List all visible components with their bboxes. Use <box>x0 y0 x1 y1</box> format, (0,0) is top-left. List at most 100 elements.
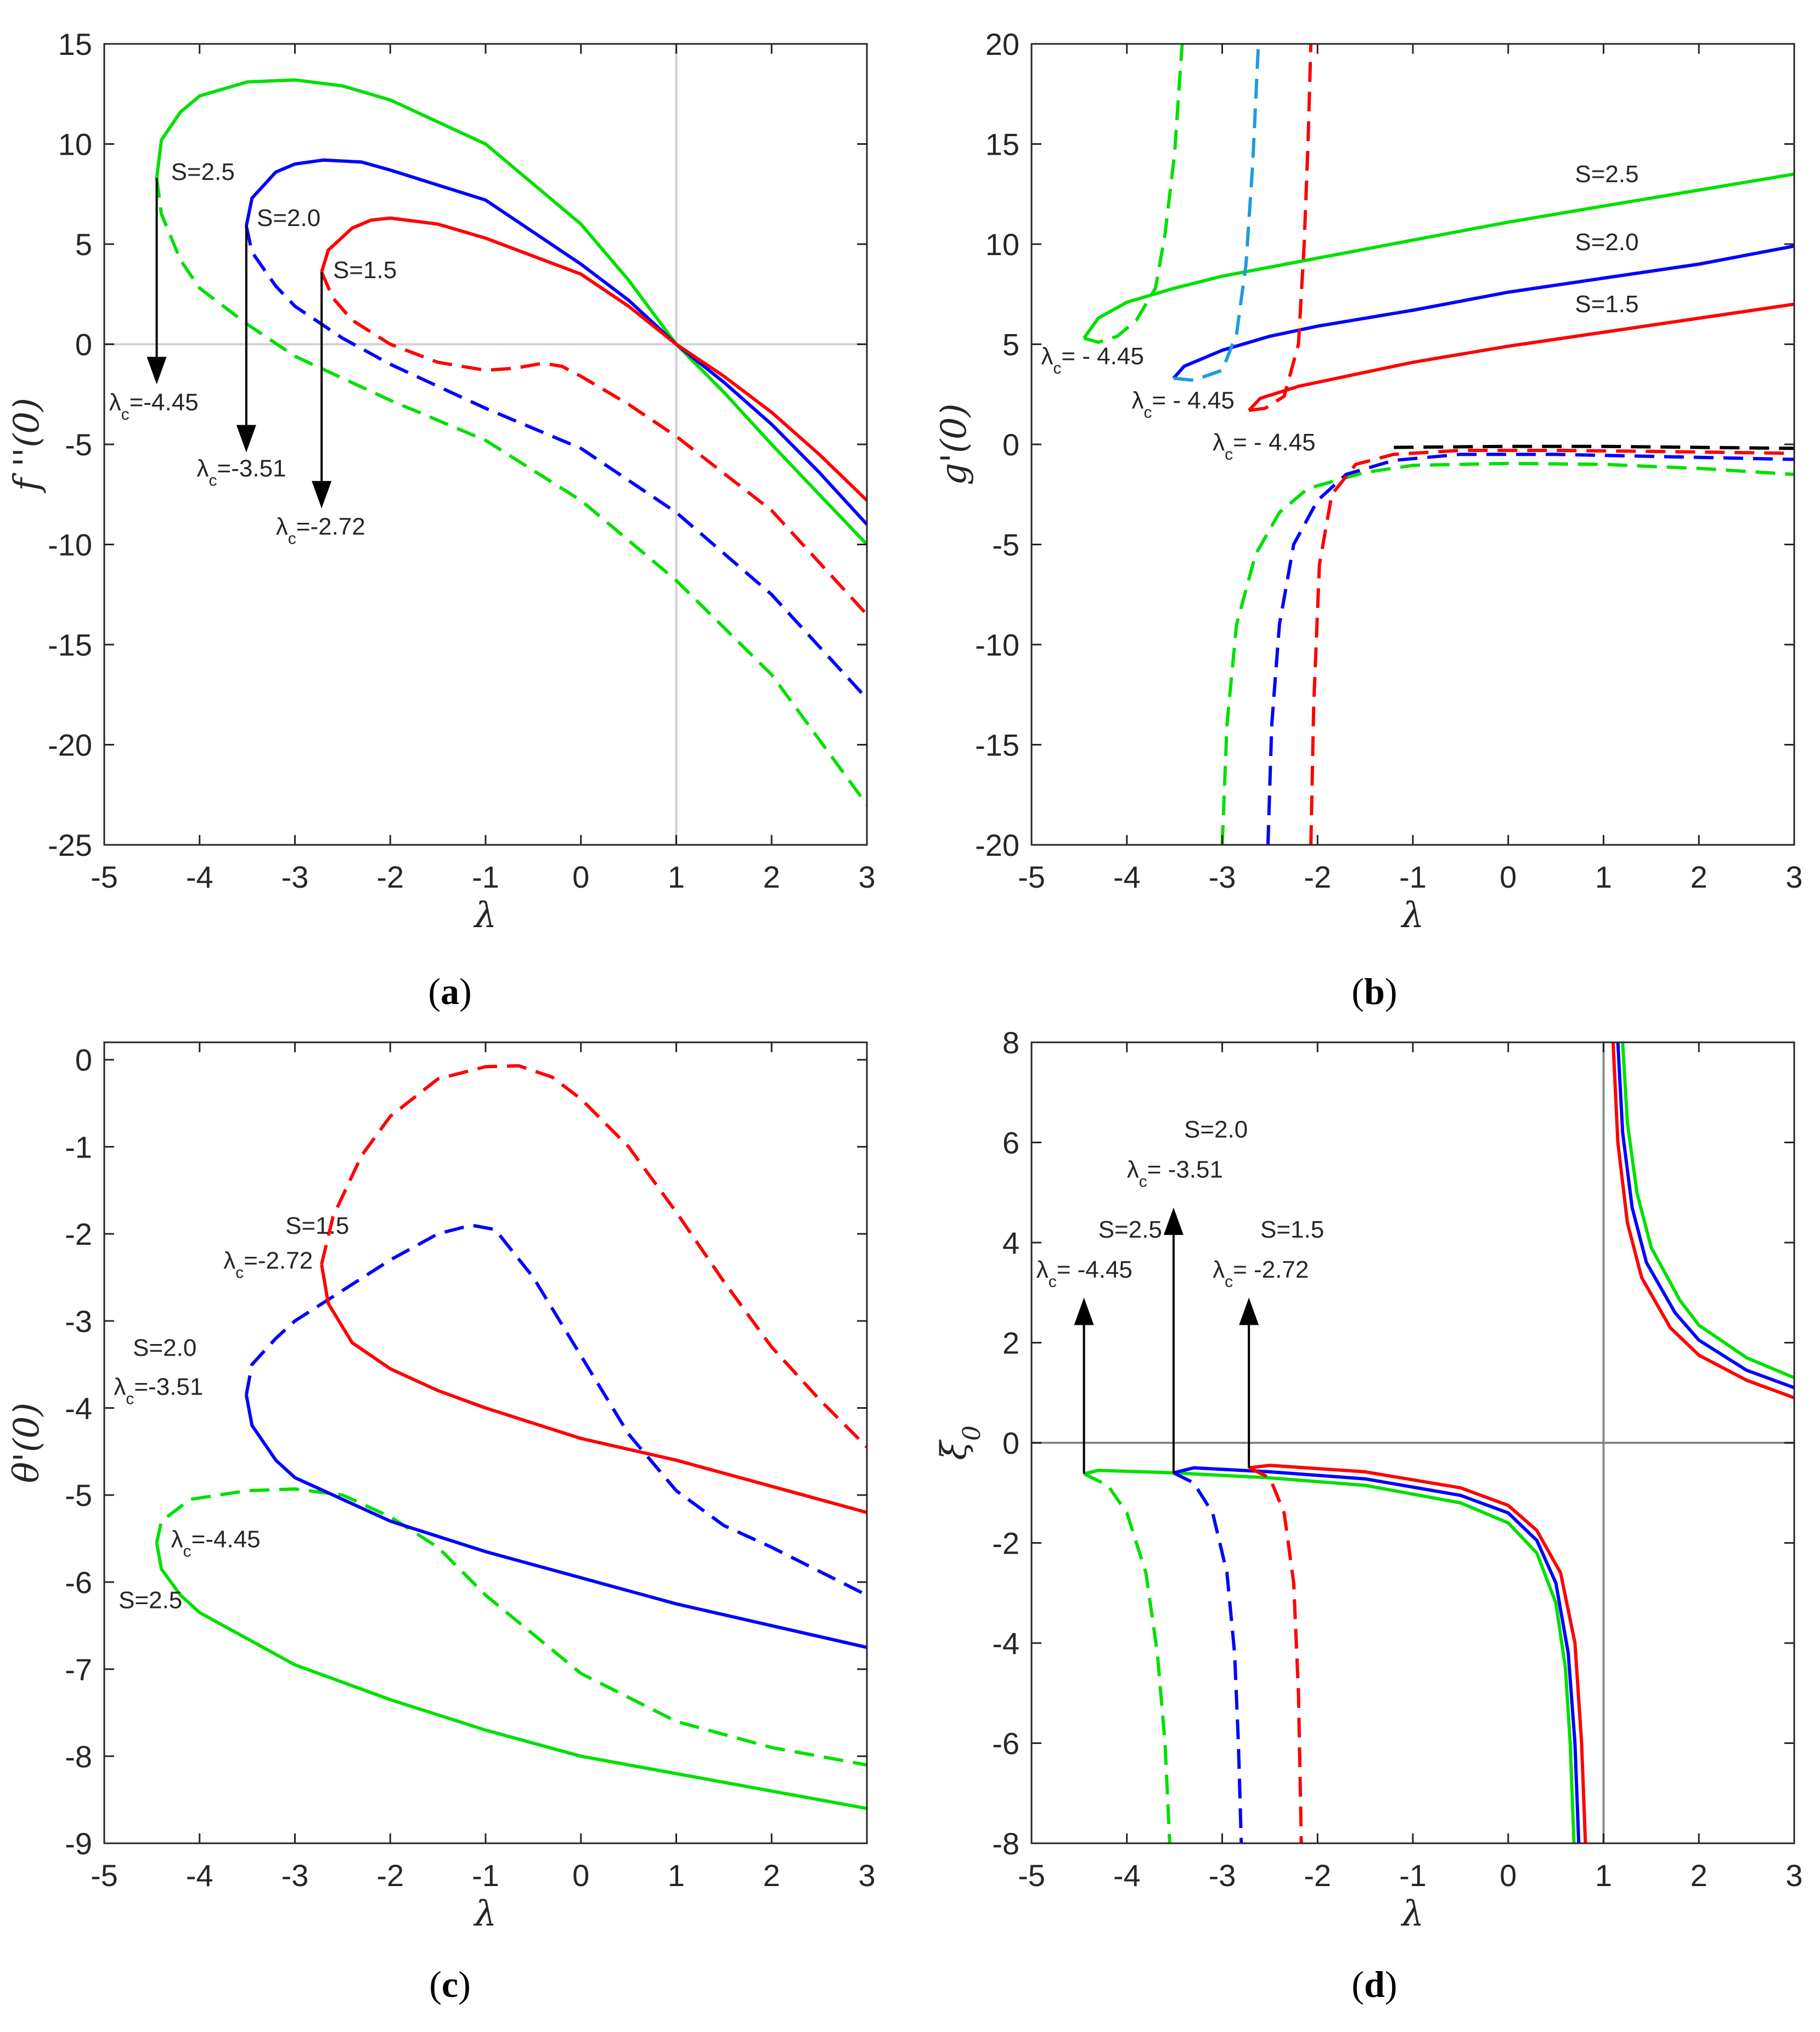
y-tick-label: 0 <box>75 1043 92 1077</box>
x-tick-label: -5 <box>1018 860 1045 894</box>
x-tick-label: 2 <box>1691 860 1708 894</box>
y-tick-label: -3 <box>65 1304 92 1339</box>
annotation-label: λc=-4.45 <box>109 389 199 424</box>
y-tick-label: 0 <box>75 328 92 362</box>
series-line-8 <box>1309 449 1794 845</box>
x-tick-label: 1 <box>668 860 685 894</box>
series-line-1 <box>155 178 867 806</box>
x-tick-label: 2 <box>1691 1858 1708 1893</box>
x-tick-label: -3 <box>281 1858 309 1893</box>
x-tick-label: -5 <box>91 1858 118 1893</box>
x-axis-label: λ <box>473 1894 497 1934</box>
y-tick-label: -4 <box>65 1391 92 1426</box>
x-tick-label: -1 <box>1399 1858 1427 1893</box>
series-line-5 <box>320 271 867 616</box>
x-tick-label: -2 <box>376 1858 404 1893</box>
y-axis-label: ξ0 <box>934 1425 986 1460</box>
y-tick-label: -6 <box>65 1565 92 1600</box>
x-axis-label: λ <box>1400 895 1424 936</box>
series-line-1 <box>1083 44 1184 344</box>
y-tick-label: -8 <box>992 1826 1019 1861</box>
y-axis-label: g'(0) <box>934 403 974 485</box>
series-line-0 <box>1083 1469 1576 1843</box>
panel-caption: (a) <box>428 970 471 1012</box>
series-line-6 <box>1611 1042 1794 1399</box>
y-tick-label: 6 <box>1002 1126 1019 1160</box>
plot-frame <box>1030 43 1795 846</box>
y-tick-label: 5 <box>1002 328 1019 362</box>
annotation-label: λc=-2.72 <box>223 1248 313 1282</box>
x-tick-label: 3 <box>858 860 875 894</box>
y-tick-label: -4 <box>992 1626 1019 1661</box>
x-tick-label: -3 <box>281 860 309 894</box>
annotation-label: S=1.5 <box>1260 1216 1324 1243</box>
x-tick-label: -1 <box>1399 860 1427 894</box>
y-tick-label: -5 <box>992 528 1019 562</box>
annotation-label: λc= - 4.45 <box>1131 387 1234 421</box>
x-tick-label: 1 <box>668 1858 685 1893</box>
x-tick-label: -2 <box>1304 1858 1331 1893</box>
y-tick-label: -6 <box>992 1726 1019 1761</box>
series-line-2 <box>1173 1466 1581 1843</box>
y-tick-label: -20 <box>48 728 92 763</box>
y-tick-label: -20 <box>975 828 1019 862</box>
y-tick-label: -7 <box>65 1652 92 1687</box>
y-tick-label: -10 <box>975 628 1019 662</box>
chart-c: -5 -4 -3 -2 -1 0 1 2 3 0 -1 -2 -3 -4 -5 -6 -7 -8 -9 λ θ'(0) S… <box>7 1041 876 2005</box>
annotation-label: λc= -3.51 <box>1127 1156 1223 1190</box>
series-line-7 <box>1616 1042 1794 1390</box>
annotation-label: S=2.0 <box>133 1334 196 1361</box>
x-tick-label: -1 <box>472 1858 499 1893</box>
y-tick-label: -1 <box>65 1130 92 1164</box>
x-tick-label: 2 <box>763 1858 780 1893</box>
plot-frame <box>103 1041 868 1844</box>
annotation-label: S=1.5 <box>285 1212 349 1239</box>
x-tick-label: -4 <box>186 860 213 894</box>
series-line-3 <box>1172 244 1794 380</box>
y-tick-label: 0 <box>1002 427 1019 462</box>
y-tick-label: -10 <box>48 528 92 562</box>
x-tick-label: -3 <box>1209 1858 1236 1893</box>
arrow-head-1 <box>236 425 256 453</box>
series-line-0 <box>1083 172 1794 340</box>
series-line-3 <box>1173 1471 1243 1843</box>
y-tick-label: 20 <box>985 27 1019 61</box>
y-tick-label: -15 <box>975 728 1019 763</box>
x-tick-label: 3 <box>1785 1858 1802 1893</box>
x-tick-label: 0 <box>1500 860 1517 894</box>
x-tick-label: 3 <box>1785 860 1802 894</box>
annotation-label: S=2.5 <box>1575 161 1638 188</box>
x-tick-label: -2 <box>376 860 404 894</box>
annotation-label: λc=-2.72 <box>276 513 365 547</box>
series-line-5 <box>1266 453 1794 845</box>
x-tick-label: 0 <box>572 860 589 894</box>
x-tick-label: -4 <box>186 1858 213 1893</box>
y-tick-label: -8 <box>65 1739 92 1774</box>
x-tick-label: 3 <box>858 1858 875 1893</box>
series-line-1 <box>155 1487 867 1767</box>
y-tick-label: 2 <box>1002 1326 1019 1361</box>
series-line-9 <box>1394 444 1794 450</box>
arrow-head-2 <box>1239 1297 1259 1325</box>
arrow-head-0 <box>146 357 167 385</box>
annotation-label: S=2.5 <box>171 159 235 185</box>
y-axis-label: f ''(0) <box>7 398 47 493</box>
series-line-0 <box>155 78 867 546</box>
panel-caption: (c) <box>429 1963 471 2005</box>
annotation-label: S=1.5 <box>333 257 397 284</box>
x-tick-label: 1 <box>1595 860 1612 894</box>
y-tick-label: 8 <box>1002 1025 1019 1060</box>
series-line-2 <box>1220 461 1794 845</box>
annotation-label: S=2.5 <box>1098 1216 1162 1243</box>
y-tick-label: 0 <box>1002 1426 1019 1460</box>
annotation-label: λc= -4.45 <box>1036 1256 1132 1291</box>
y-tick-label: -25 <box>48 828 92 862</box>
x-tick-label: 2 <box>763 860 780 894</box>
x-tick-label: -1 <box>472 860 499 894</box>
x-tick-label: -4 <box>1113 860 1141 894</box>
series-line-8 <box>1621 1042 1794 1380</box>
series-line-4 <box>1248 1464 1587 1843</box>
